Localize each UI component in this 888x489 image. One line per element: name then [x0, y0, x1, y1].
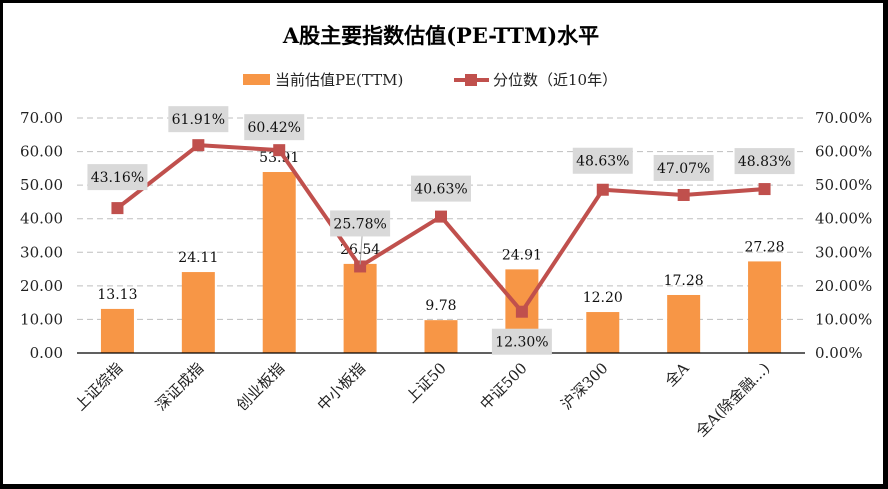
- line-data-labels: 43.16% 61.91% 60.42% 25.78% 40.63% 12.30% 48.6…: [87, 106, 795, 355]
- bar-value-label: 17.28: [664, 273, 704, 289]
- bar: [100, 308, 134, 353]
- line-value-label: 25.78%: [333, 216, 386, 232]
- line-marker: [435, 210, 447, 223]
- bar: [667, 294, 701, 353]
- line-value-label: 60.42%: [248, 120, 301, 136]
- bar-value-label: 12.20: [583, 290, 623, 306]
- bar: [586, 312, 620, 353]
- y-left-tick-label: 0.00: [30, 344, 63, 362]
- category-label: 中小板指: [314, 359, 369, 414]
- line-label-box: [572, 147, 633, 174]
- category-label: 全A(除金融...): [692, 359, 773, 440]
- legend-label-percentile: 分位数（近10年）: [493, 71, 617, 89]
- line-marker: [354, 260, 367, 273]
- bar: [748, 261, 782, 353]
- y-left-tick-label: 40.00: [20, 210, 63, 228]
- category-label: 沪深300: [557, 359, 611, 413]
- category-label: 创业板指: [233, 359, 288, 414]
- line-label-box: [244, 114, 305, 141]
- line-value-label: 61.91%: [172, 112, 225, 128]
- label-leader-line: [359, 235, 363, 265]
- line-label-box: [87, 164, 148, 191]
- line-marker: [192, 139, 205, 152]
- y-right-tick-label: 40.00%: [815, 210, 872, 228]
- line-marker: [515, 305, 528, 318]
- bar-series: [100, 172, 782, 353]
- line-label-box: [653, 154, 714, 181]
- y-right-tick-label: 70.00%: [815, 109, 872, 127]
- line-value-label: 48.83%: [738, 154, 791, 170]
- line-label-box: [734, 148, 795, 175]
- y-right-tick-label: 30.00%: [815, 243, 872, 261]
- y-left-tick-label: 10.00: [20, 310, 63, 328]
- category-label: 中证500: [477, 359, 531, 413]
- y-right-tick-label: 20.00%: [815, 277, 872, 295]
- line-label-box: [491, 328, 552, 355]
- line-value-label: 40.63%: [414, 182, 467, 198]
- y-left-tick-label: 50.00: [20, 176, 63, 194]
- line-value-label: 47.07%: [657, 161, 710, 177]
- bar: [424, 320, 458, 353]
- y-left-tick-label: 60.00: [20, 143, 63, 161]
- y-right-tick-label: 0.00%: [815, 344, 863, 362]
- legend-bar-swatch: [243, 74, 270, 85]
- line-series: [111, 139, 771, 318]
- bar-value-label: 13.13: [97, 287, 137, 303]
- y-left-tick-label: 70.00: [20, 109, 63, 127]
- y-left-tick-label: 20.00: [20, 277, 63, 295]
- category-label: 上证综指: [71, 359, 126, 414]
- line-value-label: 48.63%: [576, 154, 629, 170]
- y-axis-right: 0.00% 10.00% 20.00% 30.00% 40.00% 50.00% 60.00…: [815, 109, 872, 362]
- y-right-tick-label: 10.00%: [815, 310, 872, 328]
- line-label-box: [168, 106, 229, 133]
- legend-label-pe: 当前估值PE(TTM): [275, 71, 403, 89]
- bar-value-label: 27.28: [745, 239, 785, 255]
- line-marker: [111, 202, 124, 215]
- line-marker: [596, 183, 609, 196]
- y-right-tick-label: 60.00%: [815, 143, 872, 161]
- chart-svg: A股主要指数估值(PE-TTM)水平 当前估值PE(TTM) 分位数（近10年）…: [20, 23, 872, 440]
- category-label: 上证50: [402, 359, 449, 406]
- legend-marker-swatch: [465, 74, 477, 86]
- bar-value-label: 24.91: [502, 247, 542, 263]
- line-label-box: [330, 210, 391, 237]
- bar: [262, 172, 296, 353]
- line-marker: [677, 188, 690, 201]
- category-label: 深证成指: [152, 359, 207, 414]
- y-right-tick-label: 50.00%: [815, 176, 872, 194]
- line-marker: [758, 183, 771, 196]
- chart-title: A股主要指数估值(PE-TTM)水平: [282, 23, 599, 48]
- bar: [181, 272, 215, 353]
- y-axis-left: 0.00 10.00 20.00 30.00 40.00 50.00 60.00 70.00: [20, 109, 63, 362]
- bar-value-label: 9.78: [425, 298, 456, 314]
- line-value-label: 43.16%: [91, 170, 144, 186]
- category-label: 全A: [661, 359, 692, 390]
- bar-value-label: 24.11: [178, 250, 218, 266]
- chart-frame: A股主要指数估值(PE-TTM)水平 当前估值PE(TTM) 分位数（近10年）…: [3, 3, 883, 484]
- y-left-tick-label: 30.00: [20, 243, 63, 261]
- legend: 当前估值PE(TTM) 分位数（近10年）: [243, 71, 617, 89]
- line-label-box: [411, 175, 471, 202]
- x-axis-categories: 上证综指 深证成指 创业板指 中小板指 上证50 中证500 沪深300 全A 全A(除金融..…: [71, 359, 773, 440]
- bar: [343, 263, 377, 353]
- line-marker: [273, 144, 286, 157]
- line-value-label: 12.30%: [495, 335, 548, 351]
